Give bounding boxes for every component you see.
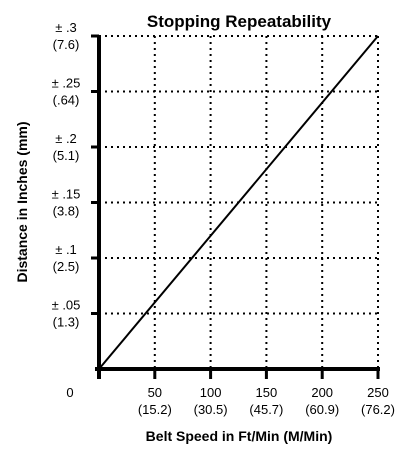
y-tick-label: ± .05 — [52, 298, 81, 313]
x-tick-sublabel: (45.7) — [249, 402, 283, 417]
y-tick-sublabel: (3.8) — [53, 204, 80, 219]
y-tick-label: ± .1 — [55, 242, 77, 257]
x-axis-label: Belt Speed in Ft/Min (M/Min) — [146, 428, 333, 444]
series-line — [98, 35, 379, 370]
y-tick-sublabel: (5.1) — [53, 148, 80, 163]
x-tick-label: 100 — [200, 385, 222, 400]
x-tick-sublabel: (15.2) — [138, 402, 172, 417]
y-tick-sublabel: (1.3) — [53, 315, 80, 330]
y-tick-label: ± .25 — [52, 76, 81, 91]
y-tick-sublabel: (.64) — [53, 93, 80, 108]
chart-title: Stopping Repeatability — [147, 12, 332, 31]
x-axis-ticks: 50 (15.2) 100 (30.5) 150 (45.7) 200 (60.9) 250 (7… — [138, 369, 395, 417]
x-origin-label: 0 — [66, 385, 73, 400]
axes — [95, 36, 380, 379]
x-tick-sublabel: (60.9) — [305, 402, 339, 417]
x-tick-sublabel: (76.2) — [361, 402, 395, 417]
y-tick-label: ± .2 — [55, 131, 77, 146]
x-tick-label: 150 — [256, 385, 278, 400]
y-tick-label: ± .15 — [52, 187, 81, 202]
x-tick-label: 250 — [367, 385, 389, 400]
y-axis-label: Distance in Inches (mm) — [14, 121, 30, 282]
y-tick-label: ± .3 — [55, 20, 77, 35]
x-tick-sublabel: (30.5) — [194, 402, 228, 417]
y-axis-ticks: ± .05 (1.3) ± .1 (2.5) ± .15 (3.8) ± .2 (5.1) ± … — [52, 20, 99, 330]
x-tick-label: 50 — [148, 385, 162, 400]
data-series — [98, 35, 379, 370]
y-tick-sublabel: (2.5) — [53, 259, 80, 274]
x-tick-label: 200 — [311, 385, 333, 400]
y-tick-sublabel: (7.6) — [53, 37, 80, 52]
